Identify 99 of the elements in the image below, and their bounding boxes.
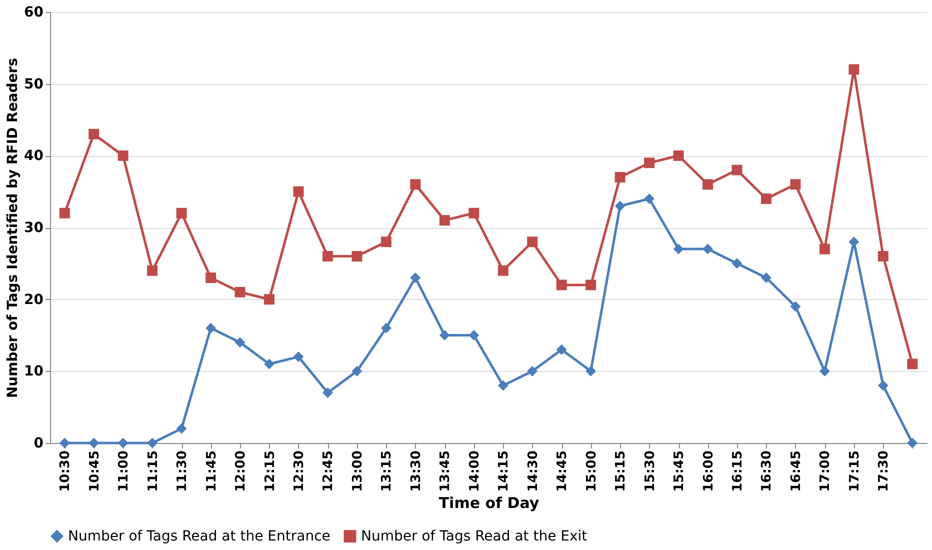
x-tick-label: 14:45: [555, 450, 570, 492]
point: [118, 438, 128, 448]
point: [264, 358, 274, 370]
y-tick-label: 50: [24, 76, 44, 92]
point: [88, 128, 100, 140]
x-tick-label: 16:15: [730, 450, 746, 492]
point: [586, 280, 596, 290]
point: [614, 200, 626, 212]
y-tick-label: 30: [24, 220, 44, 236]
point: [760, 272, 772, 284]
y-tick-label: 20: [24, 292, 44, 308]
point: [673, 244, 684, 254]
point: [586, 366, 596, 376]
point: [702, 179, 713, 190]
point: [410, 179, 421, 190]
point: [819, 366, 830, 376]
y-axis-title: Number of Tags Identified by RFID Readers: [5, 58, 22, 398]
point: [702, 244, 713, 254]
x-tick-label: 15:15: [614, 450, 629, 492]
x-tick-label: 13:30: [408, 450, 424, 492]
point: [380, 236, 392, 248]
x-tick-label: 17:00: [818, 450, 834, 492]
legend-label: Number of Tags Read at the Entrance: [68, 528, 330, 544]
x-tick-label: 16:45: [788, 450, 804, 492]
point: [234, 286, 246, 298]
y-tick-label: 0: [34, 436, 44, 452]
x-tick-label: 10:45: [87, 450, 102, 492]
legend-label: Number of Tags Read at the Exit: [361, 528, 588, 544]
x-tick-label: 12:00: [234, 450, 249, 492]
y-tick-label: 60: [24, 4, 44, 20]
point: [468, 330, 480, 340]
x-tick-label: 12:30: [292, 450, 307, 492]
x-axis-title: Time of Day: [438, 494, 540, 512]
x-tick-label: 13:00: [350, 450, 366, 492]
point: [527, 236, 538, 248]
point: [878, 250, 888, 262]
x-tick-label: 12:15: [262, 450, 278, 492]
x-tick-label: 15:00: [584, 450, 600, 492]
x-tick-label: 11:15: [146, 450, 161, 492]
point: [352, 250, 362, 262]
point: [147, 265, 158, 276]
x-tick-label: 10:30: [58, 450, 74, 492]
point: [556, 344, 567, 355]
point: [556, 280, 567, 290]
point: [790, 301, 801, 312]
point: [234, 337, 246, 348]
x-tick-label: 11:00: [116, 450, 132, 492]
x-tick-label: 16:00: [701, 450, 716, 492]
point: [118, 150, 128, 161]
point: [760, 194, 772, 204]
point: [322, 250, 333, 262]
y-tick-label: 10: [24, 364, 44, 380]
point: [293, 352, 304, 362]
point: [59, 208, 70, 218]
x-tick-label: 13:45: [438, 450, 454, 492]
point: [644, 194, 655, 204]
point: [410, 272, 421, 284]
point: [498, 380, 508, 391]
point: [147, 438, 158, 448]
x-tick-label: 15:30: [642, 450, 658, 492]
point: [614, 172, 626, 182]
x-tick-label: 12:45: [321, 450, 336, 492]
x-tick-label: 17:15: [847, 450, 862, 492]
x-tick-label: 11:30: [175, 450, 190, 492]
point: [264, 294, 274, 305]
x-tick-label: 14:30: [526, 450, 541, 492]
point: [907, 358, 918, 370]
point: [59, 438, 70, 448]
point: [907, 438, 918, 448]
point: [439, 215, 450, 226]
x-tick-label: 15:45: [672, 450, 688, 492]
point: [293, 186, 304, 197]
point: [322, 387, 333, 398]
point: [644, 158, 655, 168]
point: [527, 366, 538, 376]
x-tick-label: 11:45: [204, 450, 220, 492]
point: [352, 366, 362, 376]
y-tick-label: 40: [24, 148, 44, 164]
point: [439, 330, 450, 340]
point: [206, 322, 216, 334]
x-tick-label: 17:30: [876, 450, 892, 492]
point: [878, 380, 888, 391]
point: [176, 208, 187, 218]
point: [732, 258, 742, 269]
point: [380, 322, 392, 334]
point: [206, 272, 216, 284]
point: [176, 423, 187, 434]
point: [468, 208, 480, 218]
point: [88, 438, 100, 448]
x-tick-label: 14:15: [496, 450, 512, 492]
point: [790, 179, 801, 190]
point: [819, 244, 830, 254]
x-tick-label: 16:30: [760, 450, 775, 492]
point: [732, 164, 742, 176]
point: [498, 265, 508, 276]
x-tick-label: 13:15: [380, 450, 395, 492]
point: [848, 64, 860, 75]
x-tick-label: 14:00: [467, 450, 482, 492]
point: [673, 150, 684, 161]
